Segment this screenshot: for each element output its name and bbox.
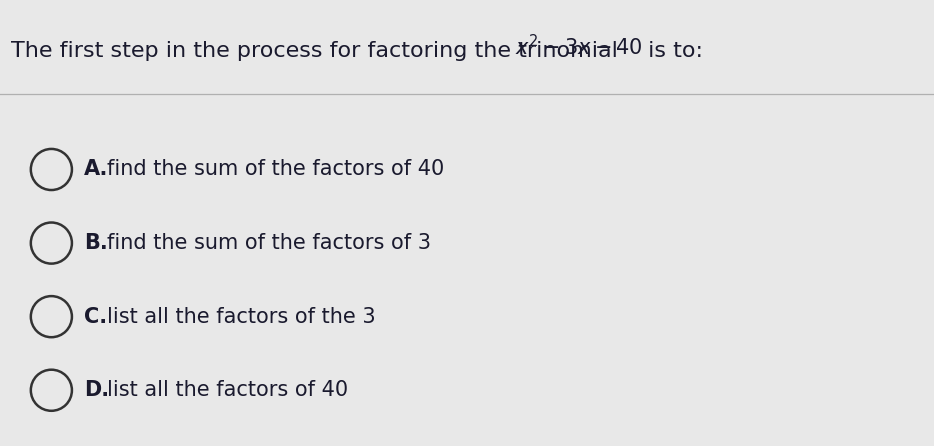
Text: list all the factors of the 3: list all the factors of the 3 bbox=[107, 307, 376, 326]
Text: C.: C. bbox=[84, 307, 107, 326]
Text: D.: D. bbox=[84, 380, 109, 400]
Text: $x^2-3x-40$: $x^2-3x-40$ bbox=[515, 34, 643, 59]
Text: The first step in the process for factoring the trinomial: The first step in the process for factor… bbox=[11, 41, 625, 61]
Text: find the sum of the factors of 40: find the sum of the factors of 40 bbox=[107, 160, 445, 179]
Text: A.: A. bbox=[84, 160, 108, 179]
Text: B.: B. bbox=[84, 233, 107, 253]
Text: find the sum of the factors of 3: find the sum of the factors of 3 bbox=[107, 233, 432, 253]
Text: is to:: is to: bbox=[641, 41, 703, 61]
Text: list all the factors of 40: list all the factors of 40 bbox=[107, 380, 348, 400]
